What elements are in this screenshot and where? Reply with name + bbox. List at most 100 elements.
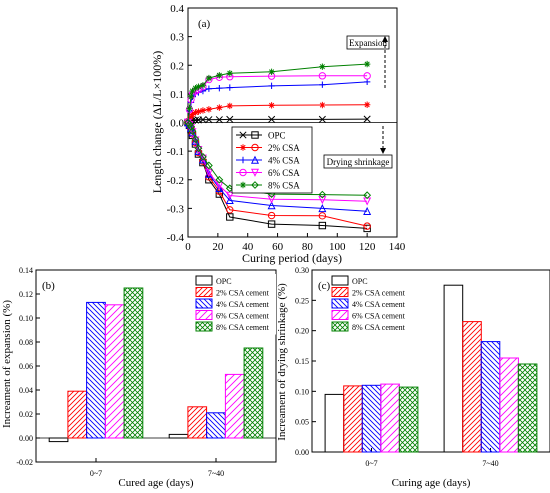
x-tick-label: 60 bbox=[272, 241, 284, 253]
legend-swatch bbox=[331, 275, 349, 286]
expansion-arrowhead bbox=[382, 36, 388, 42]
legend-label: OPC bbox=[216, 277, 232, 286]
x-tick-label: 140 bbox=[389, 241, 406, 253]
y-tick-label: -0.1 bbox=[167, 146, 184, 158]
series-expansion-opc bbox=[184, 115, 371, 127]
bar bbox=[443, 284, 464, 453]
legend-marker bbox=[251, 143, 259, 152]
bar bbox=[243, 347, 264, 439]
series-line bbox=[187, 122, 368, 196]
bar bbox=[361, 384, 382, 453]
legend-label: 2% CSA bbox=[268, 143, 300, 153]
legend-swatch bbox=[195, 298, 213, 309]
panel-a-line-chart: 0.4 0.3 0.2 0.1 0.0 -0.1 -0.2 -0.3 -0.4 0 20 40 60 8… bbox=[150, 3, 406, 265]
bar bbox=[48, 437, 69, 443]
bar bbox=[67, 390, 88, 439]
legend-swatch bbox=[331, 287, 349, 297]
bar bbox=[343, 385, 363, 453]
data-point bbox=[363, 222, 371, 230]
data-point bbox=[225, 196, 234, 205]
data-point bbox=[267, 220, 276, 228]
legend: OPC 2% CSA 4% CSA 6% CSA 8% CSA bbox=[231, 126, 313, 194]
bar bbox=[168, 433, 189, 439]
bar bbox=[517, 363, 538, 453]
y-tick-label: 0.30 bbox=[295, 266, 309, 275]
y-tick-label: 0.00 bbox=[295, 448, 309, 457]
y-tick-label: 0.05 bbox=[295, 418, 309, 427]
data-point bbox=[204, 168, 213, 177]
data-point bbox=[192, 109, 199, 116]
data-point bbox=[363, 72, 371, 80]
x-tick-label: 100 bbox=[329, 241, 346, 253]
y-tick-label: 0.25 bbox=[295, 296, 309, 305]
panel-label: (b) bbox=[42, 280, 55, 292]
legend-swatch bbox=[195, 310, 213, 320]
legend-label: 2% CSA cement bbox=[216, 289, 270, 298]
data-point bbox=[194, 144, 203, 153]
data-point bbox=[318, 196, 327, 205]
data-point bbox=[267, 201, 276, 210]
bar bbox=[499, 357, 519, 453]
data-point bbox=[199, 82, 207, 89]
y-tick-label: -0.02 bbox=[16, 458, 33, 467]
y-tick-label: 0.20 bbox=[295, 327, 309, 336]
data-point bbox=[268, 115, 276, 123]
legend-label: 8% CSA cement bbox=[352, 323, 406, 332]
bar bbox=[380, 383, 400, 453]
data-point bbox=[226, 206, 234, 214]
data-point bbox=[199, 87, 207, 95]
y-tick-label: 0.10 bbox=[295, 387, 309, 396]
shrinkage-arrowhead bbox=[380, 148, 386, 154]
data-point bbox=[199, 152, 207, 161]
y-tick-label: 0.06 bbox=[19, 362, 33, 371]
bar bbox=[324, 393, 345, 453]
legend-marker bbox=[251, 181, 259, 189]
series-drying-shrinkage-8-csa bbox=[184, 118, 372, 200]
x-tick-label: 0~7 bbox=[365, 459, 377, 468]
data-point bbox=[319, 81, 326, 88]
data-point bbox=[319, 101, 326, 109]
data-point bbox=[363, 115, 371, 123]
data-point bbox=[363, 191, 372, 200]
legend-marker bbox=[239, 131, 247, 139]
panel-label: (c) bbox=[318, 280, 331, 292]
x-tick-label: 7~40 bbox=[208, 469, 224, 478]
y-tick-label: 0.02 bbox=[19, 410, 33, 419]
legend-marker bbox=[250, 155, 260, 164]
data-point bbox=[187, 93, 195, 100]
data-point bbox=[191, 135, 200, 144]
x-tick-label: 40 bbox=[242, 241, 254, 253]
series-line bbox=[187, 118, 368, 123]
y-tick-label: 0.12 bbox=[19, 290, 33, 299]
panel-b-bar-chart: 0.14 0.12 0.10 0.08 0.06 0.04 0.02 0.00 -0.02 0~… bbox=[1, 266, 277, 489]
expansion-annotation: Expansion bbox=[349, 38, 387, 48]
legend-label: 6% CSA cement bbox=[352, 312, 406, 321]
legend-label: 4% CSA cement bbox=[216, 300, 270, 309]
y-tick-label: 0.2 bbox=[170, 60, 184, 72]
y-tick-label: 0.08 bbox=[19, 338, 33, 347]
data-point bbox=[205, 106, 213, 113]
x-tick-label: 20 bbox=[212, 241, 224, 253]
bar bbox=[224, 373, 245, 439]
legend-label: 2% CSA cement bbox=[352, 289, 406, 298]
legend-label: 8% CSA cement bbox=[216, 323, 270, 332]
data-point bbox=[192, 84, 199, 92]
bar bbox=[187, 406, 208, 439]
y-tick-label: 0.04 bbox=[19, 386, 33, 395]
data-point bbox=[189, 111, 196, 118]
legend-swatch bbox=[195, 321, 213, 332]
data-point bbox=[216, 72, 223, 79]
data-point bbox=[226, 115, 234, 123]
series-line bbox=[187, 75, 368, 123]
legend-marker bbox=[239, 168, 247, 177]
bar bbox=[398, 386, 419, 453]
y-tick-label: 0.0 bbox=[170, 118, 184, 130]
legend-marker bbox=[239, 144, 247, 151]
legend-label: 8% CSA bbox=[268, 181, 300, 191]
data-point bbox=[268, 68, 275, 76]
data-point bbox=[226, 84, 233, 91]
data-point bbox=[268, 82, 275, 90]
legend-swatch bbox=[331, 298, 349, 309]
data-point bbox=[318, 221, 327, 230]
legend: OPC 2% CSA cement 4% CSA cement 6% CSA ceme… bbox=[330, 274, 412, 335]
